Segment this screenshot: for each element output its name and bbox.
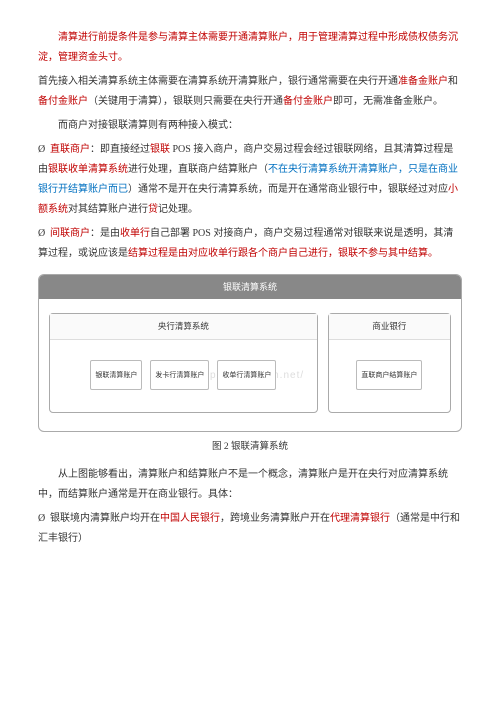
text: 即可，无需准备金账户。	[333, 96, 443, 107]
text: 而商户对接银联清算则有两种接入模式：	[58, 120, 238, 131]
diagram-container: 银联清算系统 http://blog.csdn.net/ 央行清算系统 银联清算…	[38, 274, 462, 432]
text: 对其结算账户进行	[68, 204, 148, 215]
key-term: 贷	[148, 204, 158, 215]
account-box: 收单行清算账户	[217, 360, 276, 390]
sub-title: 央行清算系统	[50, 314, 317, 340]
text: 首先接入相关清算系统主体需要在清算系统开清算账户，银行通常需要在央行开通	[38, 76, 398, 87]
box-row: 直联商户结算账户	[329, 340, 450, 412]
text: 从上图能够看出，清算账户和结算账户不是一个概念，清算账户是开在央行对应清算系统中…	[38, 469, 448, 500]
bullet-icon: Ø	[38, 224, 50, 244]
account-box: 发卡行清算账户	[150, 360, 209, 390]
key-term: 收单行	[120, 228, 150, 239]
text: 和	[448, 76, 458, 87]
account-box: 直联商户结算账户	[356, 360, 422, 390]
diagram-title: 银联清算系统	[39, 275, 461, 299]
bullet-title: 直联商户	[50, 144, 90, 155]
key-term: 清算账户	[248, 32, 288, 43]
text: 银联境内清算账户均开在	[50, 513, 160, 524]
text: 记处理。	[158, 204, 198, 215]
diagram-body: http://blog.csdn.net/ 央行清算系统 银联清算账户 发卡行清…	[39, 299, 461, 431]
text: 清算进行前提条件是参与清算主体需要开通	[58, 32, 248, 43]
key-term: 备付金账户	[283, 96, 333, 107]
key-term: 准备金账户	[398, 76, 448, 87]
central-bank-box: 央行清算系统 银联清算账户 发卡行清算账户 收单行清算账户	[49, 313, 318, 413]
box-row: 银联清算账户 发卡行清算账户 收单行清算账户	[50, 340, 317, 412]
key-term: 代理清算银行	[330, 513, 390, 524]
figure-caption: 图 2 银联清算系统	[38, 438, 462, 457]
account-box: 银联清算账户	[90, 360, 142, 390]
text: ，跨境业务清算账户开在	[220, 513, 330, 524]
commercial-bank-box: 商业银行 直联商户结算账户	[328, 313, 451, 413]
key-term: 银联收单清算系统	[48, 164, 128, 175]
text: （关键用于清算），银联则只需要在央行开通	[88, 96, 283, 107]
key-term: 中国人民银行	[160, 513, 220, 524]
paragraph-2: 首先接入相关清算系统主体需要在清算系统开清算账户，银行通常需要在央行开通准备金账…	[38, 72, 462, 112]
text: 进行处理，直联商户结算账户（	[128, 164, 268, 175]
text: ）通常不是开在央行清算系统，而是开在通常商业银行中，银联经过对应	[128, 184, 448, 195]
bullet-1: Ø 直联商户：即直接经过银联 POS 接入商户，商户交易过程会经过银联网络，且其…	[38, 140, 462, 220]
paragraph-3: 而商户对接银联清算则有两种接入模式：	[38, 116, 462, 136]
bullet-3: Ø 银联境内清算账户均开在中国人民银行，跨境业务清算账户开在代理清算银行（通常是…	[38, 509, 462, 549]
sub-title: 商业银行	[329, 314, 450, 340]
key-term: 备付金账户	[38, 96, 88, 107]
bullet-icon: Ø	[38, 140, 50, 160]
key-term: 银联	[150, 144, 170, 155]
bullet-icon: Ø	[38, 509, 50, 529]
bullet-2: Ø 间联商户：是由收单行自己部署 POS 对接商户，商户交易过程通常对银联来说是…	[38, 224, 462, 264]
key-conclusion: 结算过程是由对应收单行跟各个商户自己进行，银联不参与其中结算。	[128, 248, 438, 259]
text: ：是由	[90, 228, 120, 239]
paragraph-1: 清算进行前提条件是参与清算主体需要开通清算账户，用于管理清算过程中形成债权债务沉…	[38, 28, 462, 68]
text: ：即直接经过	[90, 144, 150, 155]
paragraph-4: 从上图能够看出，清算账户和结算账户不是一个概念，清算账户是开在央行对应清算系统中…	[38, 465, 462, 505]
bullet-title: 间联商户	[50, 228, 90, 239]
